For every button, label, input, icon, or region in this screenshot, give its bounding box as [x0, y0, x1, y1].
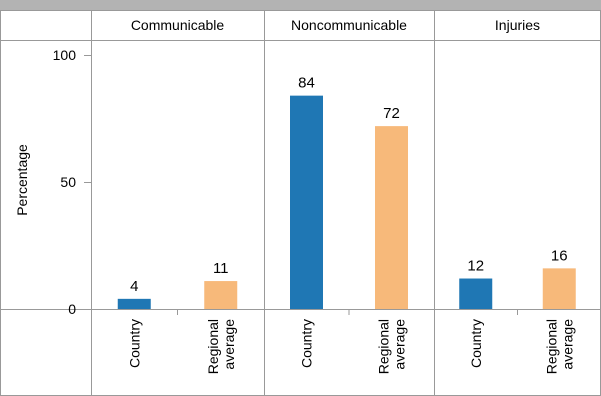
top-strip — [0, 0, 601, 10]
x-tick-label: Regional — [376, 319, 392, 374]
data-label: 16 — [551, 247, 568, 264]
x-tick-label: average — [221, 319, 237, 370]
x-tick-label: average — [559, 319, 575, 370]
data-label: 84 — [298, 75, 315, 92]
x-tick-label: Country — [126, 319, 142, 368]
panel-title: Noncommunicable — [291, 17, 407, 33]
bar — [290, 95, 323, 309]
bar — [204, 281, 238, 309]
x-tick-label: average — [392, 319, 408, 370]
y-tick-label: 50 — [60, 174, 76, 190]
x-tick-label: Country — [468, 319, 484, 368]
data-label: 72 — [383, 105, 400, 122]
y-tick-label: 0 — [68, 301, 76, 317]
y-axis-title: Percentage — [14, 144, 30, 216]
bar — [542, 268, 576, 309]
bar — [459, 278, 493, 309]
panel-title: Communicable — [131, 17, 225, 33]
bar — [375, 126, 408, 310]
bar — [117, 298, 151, 309]
data-label: 4 — [130, 278, 138, 295]
y-tick-label: 100 — [53, 47, 77, 63]
x-tick-label: Regional — [543, 319, 559, 374]
panel-title: Injuries — [495, 17, 540, 33]
x-tick-label: Regional — [205, 319, 221, 374]
data-label: 12 — [467, 258, 484, 275]
x-tick-label: Country — [299, 319, 315, 368]
data-label: 11 — [213, 260, 229, 277]
